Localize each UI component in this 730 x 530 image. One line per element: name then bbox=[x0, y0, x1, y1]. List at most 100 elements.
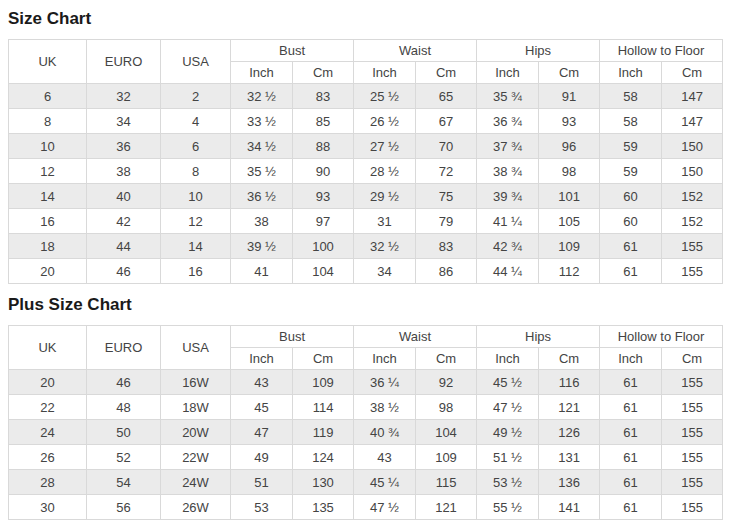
table-cell: 49 ½ bbox=[477, 420, 539, 445]
table-cell: 40 bbox=[87, 184, 161, 209]
table-cell: 34 bbox=[354, 259, 416, 284]
table-cell: 61 bbox=[600, 445, 662, 470]
table-cell: 25 ½ bbox=[354, 84, 416, 109]
table-cell: 155 bbox=[662, 495, 723, 520]
table-cell: 56 bbox=[87, 495, 161, 520]
table-header: UK EURO USA Bust Waist Hips Hollow to Fl… bbox=[9, 326, 723, 370]
table-cell: 38 ¾ bbox=[477, 159, 539, 184]
table-cell: 79 bbox=[416, 209, 477, 234]
table-cell: 83 bbox=[416, 234, 477, 259]
table-cell: 155 bbox=[662, 445, 723, 470]
table-cell: 60 bbox=[600, 209, 662, 234]
table-cell: 150 bbox=[662, 159, 723, 184]
table-cell: 32 ½ bbox=[231, 84, 293, 109]
table-cell: 29 ½ bbox=[354, 184, 416, 209]
table-cell: 41 bbox=[231, 259, 293, 284]
table-cell: 61 bbox=[600, 395, 662, 420]
subcolumn-header-bust-inch: Inch bbox=[231, 348, 293, 370]
table-cell: 54 bbox=[87, 470, 161, 495]
column-group-bust: Bust bbox=[231, 326, 354, 348]
subcolumn-header-hips-cm: Cm bbox=[539, 62, 600, 84]
table-row: 1642123897317941 ¼10560152 bbox=[9, 209, 723, 234]
plus-size-chart-title: Plus Size Chart bbox=[8, 294, 722, 316]
table-cell: 53 bbox=[231, 495, 293, 520]
table-cell: 40 ¾ bbox=[354, 420, 416, 445]
table-cell: 36 ½ bbox=[231, 184, 293, 209]
table-row: 224818W4511438 ½9847 ½12161155 bbox=[9, 395, 723, 420]
table-cell: 37 ¾ bbox=[477, 134, 539, 159]
table-cell: 47 ½ bbox=[354, 495, 416, 520]
table-cell: 16W bbox=[161, 370, 231, 395]
table-cell: 61 bbox=[600, 495, 662, 520]
subcolumn-header-hollow-cm: Cm bbox=[662, 62, 723, 84]
table-cell: 2 bbox=[161, 84, 231, 109]
table-cell: 46 bbox=[87, 370, 161, 395]
table-cell: 155 bbox=[662, 370, 723, 395]
table-cell: 93 bbox=[293, 184, 354, 209]
table-cell: 93 bbox=[539, 109, 600, 134]
table-cell: 26 bbox=[9, 445, 87, 470]
table-cell: 43 bbox=[231, 370, 293, 395]
table-cell: 20 bbox=[9, 370, 87, 395]
table-cell: 65 bbox=[416, 84, 477, 109]
table-cell: 136 bbox=[539, 470, 600, 495]
table-cell: 130 bbox=[293, 470, 354, 495]
table-row: 245020W4711940 ¾10449 ½12661155 bbox=[9, 420, 723, 445]
table-cell: 35 ¾ bbox=[477, 84, 539, 109]
table-cell: 98 bbox=[416, 395, 477, 420]
table-header: UK EURO USA Bust Waist Hips Hollow to Fl… bbox=[9, 40, 723, 84]
table-cell: 109 bbox=[293, 370, 354, 395]
table-cell: 100 bbox=[293, 234, 354, 259]
table-cell: 61 bbox=[600, 259, 662, 284]
table-cell: 50 bbox=[87, 420, 161, 445]
table-cell: 126 bbox=[539, 420, 600, 445]
table-cell: 48 bbox=[87, 395, 161, 420]
table-cell: 147 bbox=[662, 109, 723, 134]
table-cell: 112 bbox=[539, 259, 600, 284]
table-cell: 49 bbox=[231, 445, 293, 470]
table-cell: 10 bbox=[161, 184, 231, 209]
subcolumn-header-bust-cm: Cm bbox=[293, 62, 354, 84]
table-row: 204616W4310936 ¼9245 ½11661155 bbox=[9, 370, 723, 395]
table-cell: 90 bbox=[293, 159, 354, 184]
table-cell: 51 bbox=[231, 470, 293, 495]
table-cell: 97 bbox=[293, 209, 354, 234]
column-header-uk: UK bbox=[9, 40, 87, 84]
table-cell: 18 bbox=[9, 234, 87, 259]
table-cell: 6 bbox=[161, 134, 231, 159]
table-cell: 44 bbox=[87, 234, 161, 259]
subcolumn-header-hips-inch: Inch bbox=[477, 62, 539, 84]
table-cell: 24W bbox=[161, 470, 231, 495]
table-cell: 61 bbox=[600, 470, 662, 495]
subcolumn-header-waist-inch: Inch bbox=[354, 62, 416, 84]
table-cell: 96 bbox=[539, 134, 600, 159]
subcolumn-header-hips-inch: Inch bbox=[477, 348, 539, 370]
column-header-euro: EURO bbox=[87, 326, 161, 370]
table-row: 20461641104348644 ¼11261155 bbox=[9, 259, 723, 284]
table-cell: 88 bbox=[293, 134, 354, 159]
table-cell: 16 bbox=[161, 259, 231, 284]
table-cell: 12 bbox=[161, 209, 231, 234]
table-cell: 150 bbox=[662, 134, 723, 159]
table-cell: 45 bbox=[231, 395, 293, 420]
plus-size-chart-table: UK EURO USA Bust Waist Hips Hollow to Fl… bbox=[8, 325, 723, 520]
table-cell: 109 bbox=[539, 234, 600, 259]
table-row: 285424W5113045 ¼11553 ½13661155 bbox=[9, 470, 723, 495]
table-cell: 86 bbox=[416, 259, 477, 284]
table-cell: 85 bbox=[293, 109, 354, 134]
table-cell: 45 ½ bbox=[477, 370, 539, 395]
table-cell: 46 bbox=[87, 259, 161, 284]
table-cell: 61 bbox=[600, 370, 662, 395]
table-cell: 31 bbox=[354, 209, 416, 234]
table-cell: 22 bbox=[9, 395, 87, 420]
table-cell: 36 bbox=[87, 134, 161, 159]
table-cell: 12 bbox=[9, 159, 87, 184]
table-cell: 20 bbox=[9, 259, 87, 284]
table-cell: 28 ½ bbox=[354, 159, 416, 184]
table-cell: 152 bbox=[662, 184, 723, 209]
table-cell: 58 bbox=[600, 84, 662, 109]
column-group-waist: Waist bbox=[354, 40, 477, 62]
table-body: 204616W4310936 ¼9245 ½11661155224818W451… bbox=[9, 370, 723, 520]
size-chart-table: UK EURO USA Bust Waist Hips Hollow to Fl… bbox=[8, 39, 723, 284]
column-header-usa: USA bbox=[161, 326, 231, 370]
